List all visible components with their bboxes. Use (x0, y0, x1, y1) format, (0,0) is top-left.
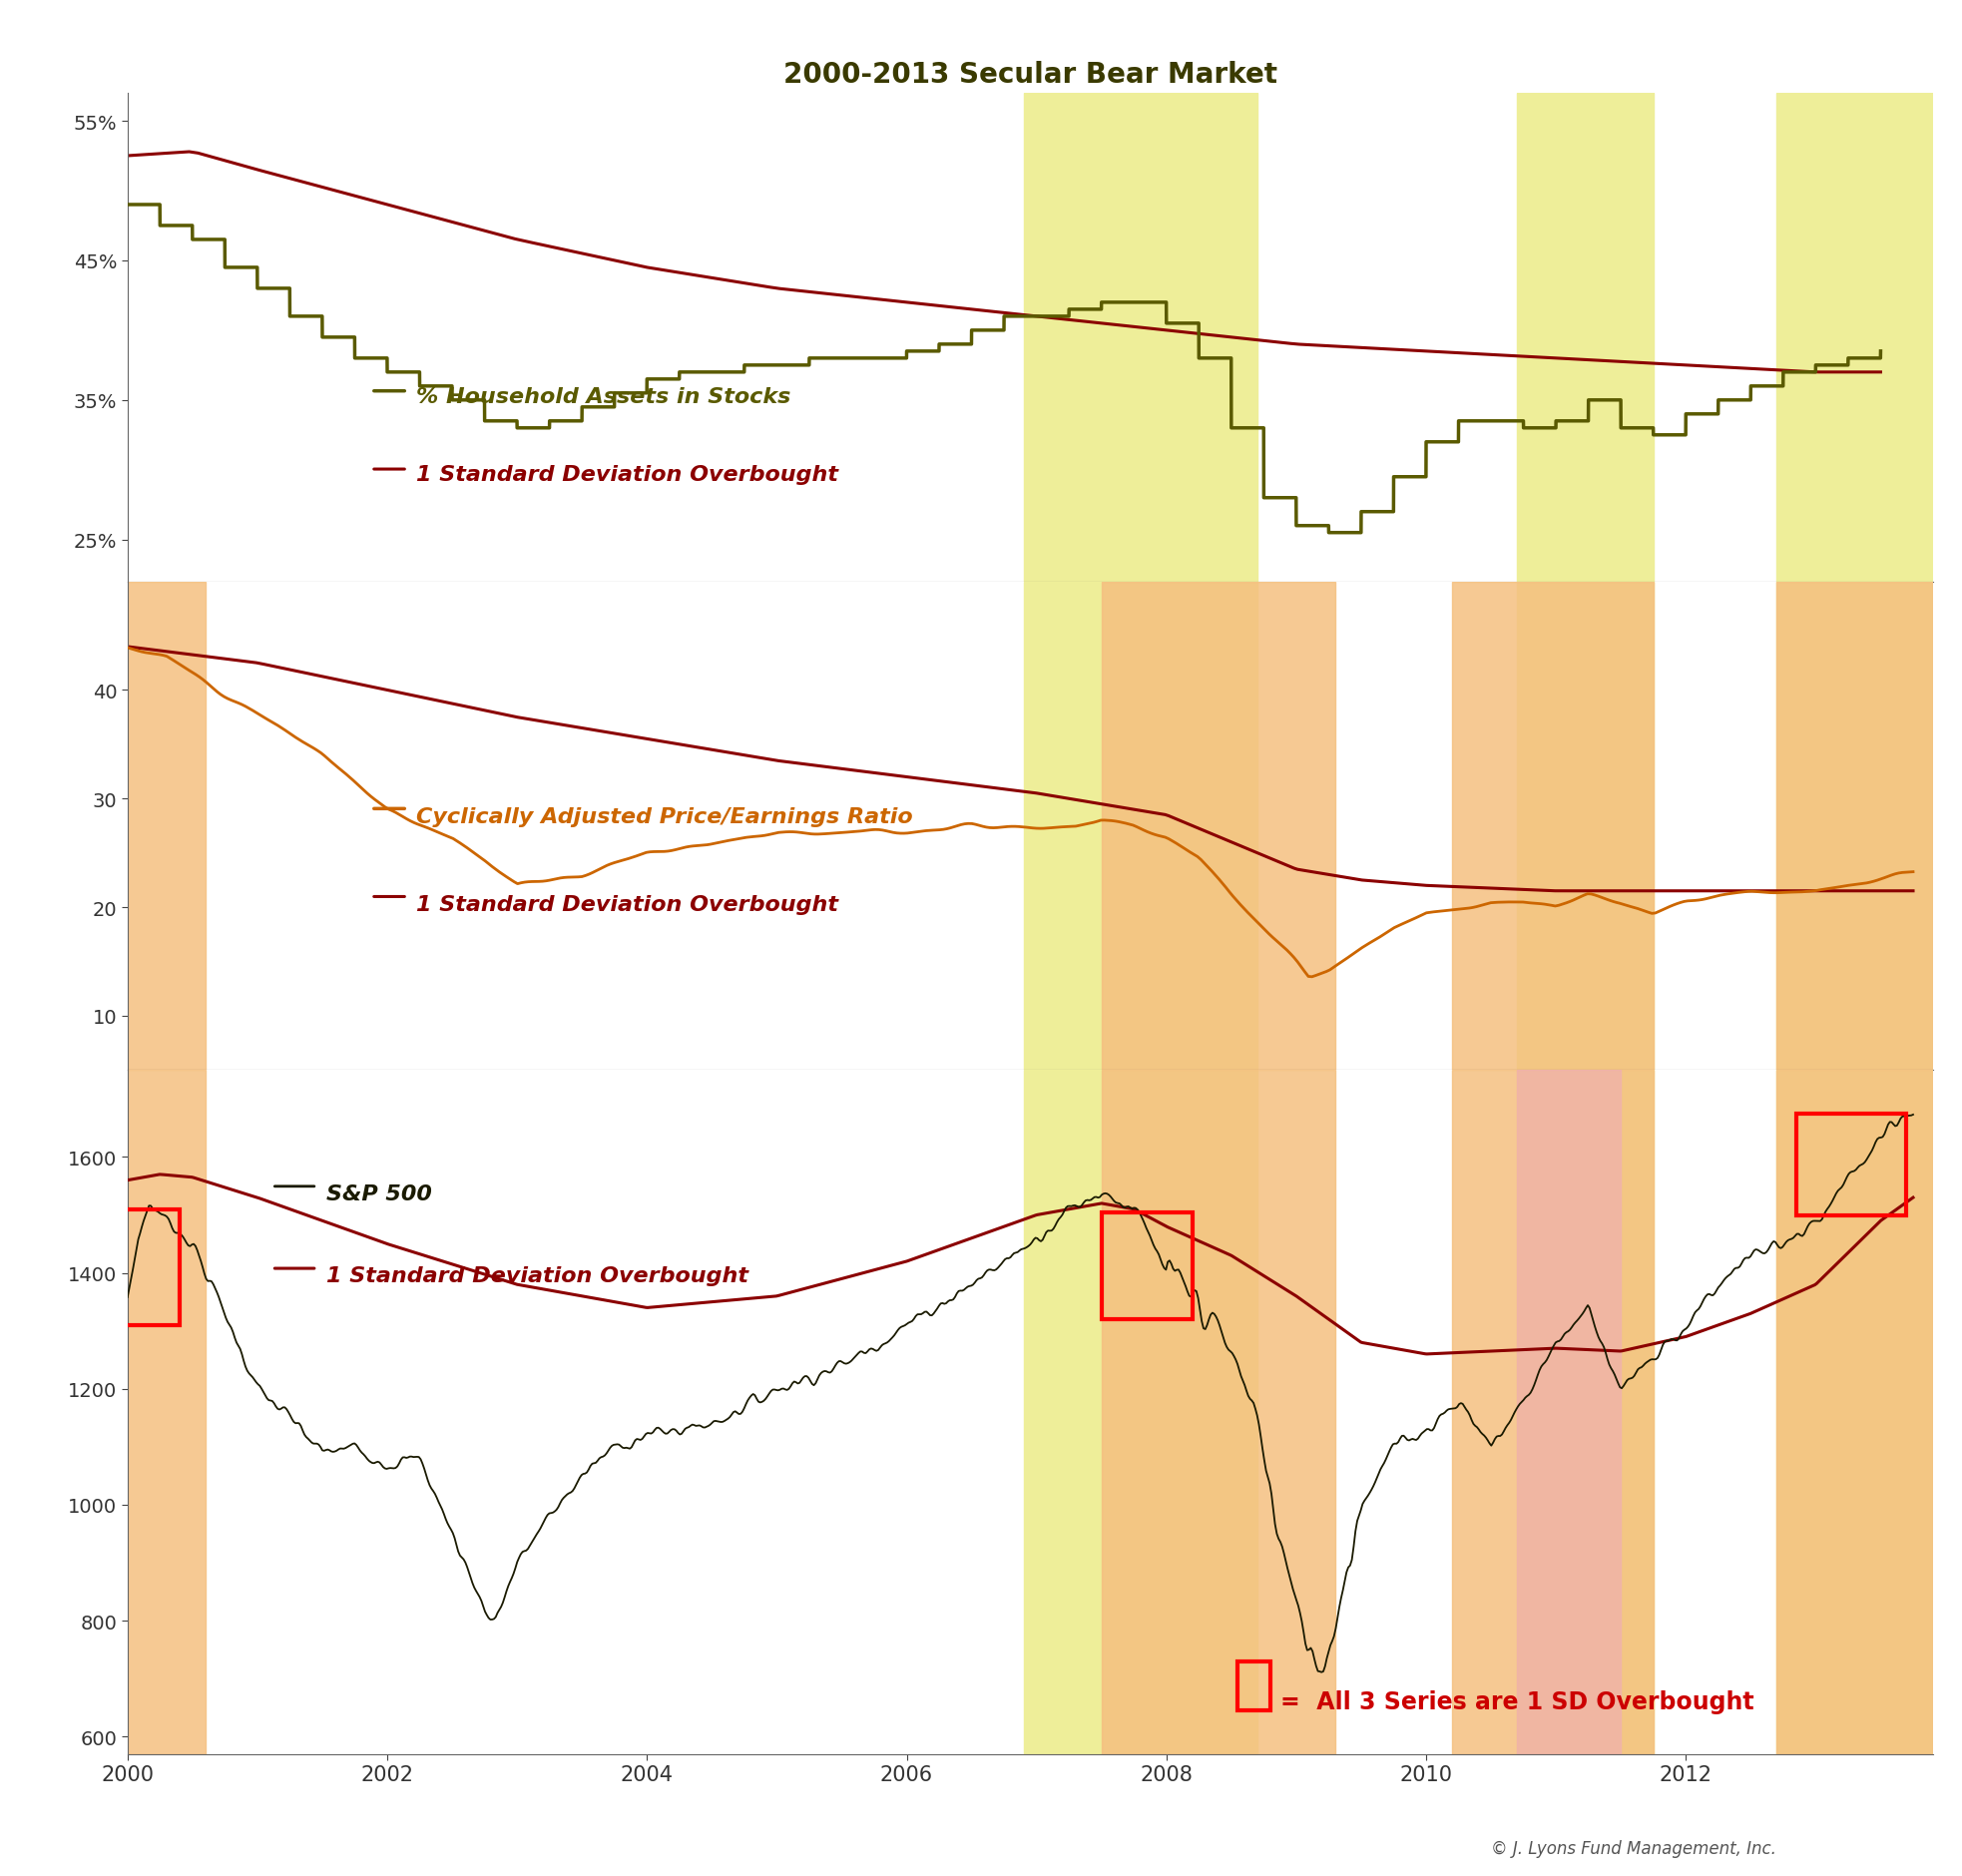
Bar (1778, 582, 1933, 1071)
Text: Cyclically Adjusted Price/Earnings Ratio: Cyclically Adjusted Price/Earnings Ratio (416, 807, 912, 827)
Bar (1101, 582, 1336, 1071)
Text: % Household Assets in Stocks: % Household Assets in Stocks (416, 386, 791, 407)
Text: © J. Lyons Fund Management, Inc.: © J. Lyons Fund Management, Inc. (1491, 1840, 1776, 1857)
Bar (1452, 582, 1654, 1071)
Bar (1517, 1071, 1621, 1754)
Bar (1778, 94, 1933, 582)
Bar (1778, 1071, 1933, 1754)
Text: 1 Standard Deviation Overbought: 1 Standard Deviation Overbought (416, 895, 838, 914)
Title: 2000-2013 Secular Bear Market: 2000-2013 Secular Bear Market (783, 60, 1277, 88)
Bar (1024, 582, 1258, 1071)
Bar (1101, 1212, 1193, 1319)
Text: S&P 500: S&P 500 (326, 1184, 432, 1203)
Bar (1778, 1071, 1933, 1754)
Bar (1024, 94, 1258, 582)
Bar (1517, 1071, 1654, 1754)
Bar (1517, 94, 1654, 582)
Bar (1778, 582, 1933, 1071)
Bar (1238, 1662, 1269, 1711)
Bar (94, 582, 206, 1071)
Text: =  All 3 Series are 1 SD Overbought: = All 3 Series are 1 SD Overbought (1281, 1690, 1754, 1715)
Bar (1797, 1114, 1907, 1216)
Bar (1452, 1071, 1654, 1754)
Text: 1 Standard Deviation Overbought: 1 Standard Deviation Overbought (416, 465, 838, 484)
Bar (1101, 1071, 1336, 1754)
Bar (1024, 1071, 1258, 1754)
Bar (94, 1071, 206, 1754)
Bar (108, 1210, 179, 1324)
Bar (1517, 582, 1654, 1071)
Text: 1 Standard Deviation Overbought: 1 Standard Deviation Overbought (326, 1266, 748, 1285)
